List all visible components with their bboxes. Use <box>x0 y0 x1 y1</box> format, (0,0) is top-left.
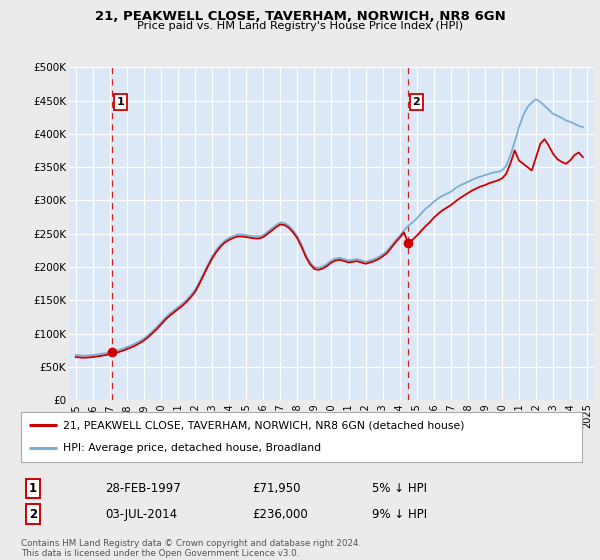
Text: 21, PEAKWELL CLOSE, TAVERHAM, NORWICH, NR8 6GN (detached house): 21, PEAKWELL CLOSE, TAVERHAM, NORWICH, N… <box>63 420 464 430</box>
Text: Contains HM Land Registry data © Crown copyright and database right 2024.
This d: Contains HM Land Registry data © Crown c… <box>21 539 361 558</box>
Text: 9% ↓ HPI: 9% ↓ HPI <box>372 507 427 521</box>
Text: 03-JUL-2014: 03-JUL-2014 <box>105 507 177 521</box>
Text: 2: 2 <box>29 507 37 521</box>
Text: 21, PEAKWELL CLOSE, TAVERHAM, NORWICH, NR8 6GN: 21, PEAKWELL CLOSE, TAVERHAM, NORWICH, N… <box>95 10 505 23</box>
Text: 5% ↓ HPI: 5% ↓ HPI <box>372 482 427 495</box>
Text: £71,950: £71,950 <box>252 482 301 495</box>
Text: HPI: Average price, detached house, Broadland: HPI: Average price, detached house, Broa… <box>63 444 321 454</box>
Text: £236,000: £236,000 <box>252 507 308 521</box>
Text: 1: 1 <box>29 482 37 495</box>
Text: Price paid vs. HM Land Registry's House Price Index (HPI): Price paid vs. HM Land Registry's House … <box>137 21 463 31</box>
Text: 2: 2 <box>412 97 420 107</box>
Text: 28-FEB-1997: 28-FEB-1997 <box>105 482 181 495</box>
Text: 1: 1 <box>117 97 124 107</box>
